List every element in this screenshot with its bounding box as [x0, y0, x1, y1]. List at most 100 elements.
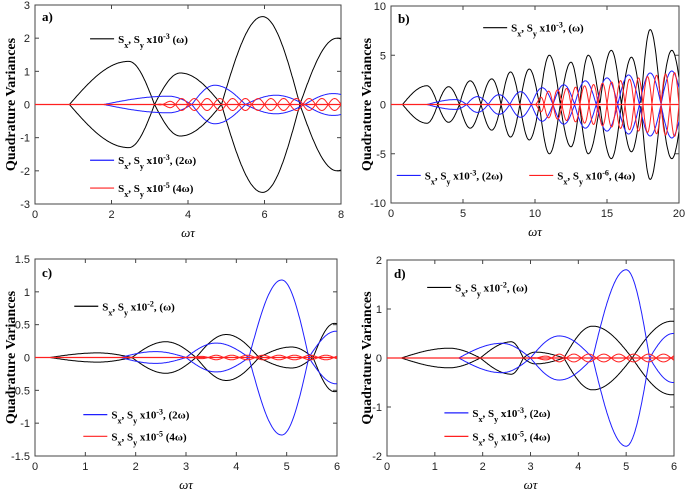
legend-entry: Sx, Sy x10-3, (2ω): [90, 153, 196, 171]
legend-text-part: , (4ω): [609, 170, 636, 182]
x-tick-label: 0: [32, 461, 38, 473]
legend-text-part: -3: [163, 153, 170, 162]
legend-text-part: -2: [147, 299, 154, 308]
legend-text-part: , (2ω): [476, 170, 503, 182]
legend-text-part: , S: [128, 183, 140, 195]
x-tick-label: 8: [338, 209, 344, 221]
x-tick-label: 5: [460, 208, 466, 220]
legend-text-part: y: [533, 29, 537, 38]
legend-label: Sx, Sy x10-3 (ω): [118, 31, 188, 49]
legend-text-part: x: [431, 177, 435, 186]
x-tick-label: 2: [133, 461, 139, 473]
y-tick-label: -1.5: [11, 451, 30, 463]
legend-text-part: S: [118, 183, 124, 195]
legend-text-part: S: [472, 408, 478, 420]
y-tick-label: 1.5: [15, 254, 30, 266]
legend-text-part: y: [477, 289, 481, 298]
series-line-upper: [391, 72, 679, 106]
legend-text-part: (4ω): [170, 183, 194, 195]
legend-text-part: -2: [500, 280, 507, 289]
legend-text-part: x: [124, 40, 128, 49]
legend-text-part: , S: [483, 431, 495, 443]
legend-entry: Sx, Sy x10-2, (ω): [427, 280, 528, 298]
series-line-lower: [387, 357, 674, 396]
y-tick-label: -0.5: [11, 385, 30, 397]
legend-text-part: -6: [602, 168, 609, 177]
series-line-lower: [391, 103, 679, 180]
legend-entry: Sx, Sy x10-3, (ω): [483, 20, 584, 38]
legend-label: Sx, Sy x10-3, (ω): [511, 20, 584, 38]
series-line-upper: [35, 98, 341, 106]
legend-text-part: y: [140, 40, 144, 49]
legend-text-part: , S: [435, 170, 447, 182]
x-tick-label: 4: [575, 461, 581, 473]
legend-text-part: x: [117, 416, 121, 425]
legend-text-part: x: [479, 414, 483, 423]
legend-text-part: S: [511, 23, 517, 35]
y-tick-label: 0: [24, 100, 30, 112]
series-line-upper: [35, 279, 337, 359]
legend-entry: Sx, Sy x10-5 (4ω): [90, 181, 194, 199]
x-tick-label: 1: [432, 461, 438, 473]
x-tick-label: 5: [284, 461, 290, 473]
x-tick-label: 2: [480, 461, 486, 473]
legend-text-part: x: [517, 29, 521, 38]
series-line-upper: [35, 16, 341, 106]
legend-entry: Sx, Sy x10-6, (4ω): [529, 168, 636, 186]
legend-text-part: , (ω): [507, 282, 528, 294]
legend-text-part: , (ω): [154, 301, 175, 313]
legend-text-part: S: [472, 431, 478, 443]
legend-text-part: (ω): [170, 34, 188, 46]
y-tick-label: -2: [372, 451, 382, 463]
series-line-upper: [391, 70, 679, 106]
chart-panel-c: 0 1 2 3 4 5 6 -1.5 -1 -0.5 0 0.5 1 1.5 ωτ Quadrature Va…: [4, 254, 340, 492]
legend-label: Sx, Sy x10-3, (2ω): [425, 168, 503, 186]
y-tick-label: 2: [24, 33, 30, 45]
legend-text-part: (4ω): [163, 431, 187, 443]
legend-label: Sx, Sy x10-5 (4ω): [111, 429, 187, 447]
x-tick-label: 5: [623, 461, 629, 473]
x-tick-label: 4: [233, 461, 239, 473]
y-tick-label: 5: [380, 50, 386, 62]
series-line-upper: [387, 320, 674, 359]
y-tick-label: -3: [20, 199, 30, 211]
legend-label: Sx, Sy x10-2, (ω): [455, 280, 528, 298]
legend-text-part: x10: [128, 301, 148, 313]
legend-text-part: x10: [481, 282, 501, 294]
legend-text-part: -5: [163, 181, 170, 190]
x-tick-label: 0: [32, 209, 38, 221]
legend-text-part: -3: [163, 31, 170, 40]
x-tick-label: 3: [527, 461, 533, 473]
y-axis-label: Quadrature Variances: [4, 290, 19, 424]
x-tick-label: 4: [185, 209, 191, 221]
y-tick-label: 0: [376, 353, 382, 365]
series-group: [387, 269, 674, 447]
x-tick-label: 6: [334, 461, 340, 473]
series-line-lower: [35, 357, 337, 393]
y-tick-label: 1: [376, 304, 382, 316]
x-tick-label: 2: [108, 209, 114, 221]
series-line-lower: [391, 103, 679, 139]
legend-text-part: y: [140, 162, 144, 171]
series-group: [391, 29, 679, 180]
series-line-upper: [387, 269, 674, 359]
legend-text-part: , S: [128, 34, 140, 46]
legend-text-part: y: [494, 438, 498, 447]
y-axis-label: Quadrature Variances: [360, 291, 375, 425]
legend-text-part: y: [140, 190, 144, 199]
legend-text-part: , S: [112, 301, 124, 313]
legend-text-part: , S: [465, 282, 477, 294]
legend-text-part: y: [124, 308, 128, 317]
legend-text-part: S: [111, 410, 117, 422]
x-tick-label: 6: [261, 209, 267, 221]
x-tick-label: 10: [529, 208, 541, 220]
legend-text-part: , (2ω): [163, 410, 190, 422]
y-axis-label: Quadrature Variances: [360, 37, 375, 171]
series-line-lower: [35, 103, 341, 111]
legend-label: Sx, Sy x10-3, (2ω): [111, 407, 189, 425]
y-tick-label: -1: [372, 402, 382, 414]
legend-entry: Sx, Sy x10-3, (2ω): [83, 407, 190, 425]
series-line-lower: [35, 356, 337, 436]
legend-label: Sx, Sy x10-6, (4ω): [557, 168, 635, 186]
